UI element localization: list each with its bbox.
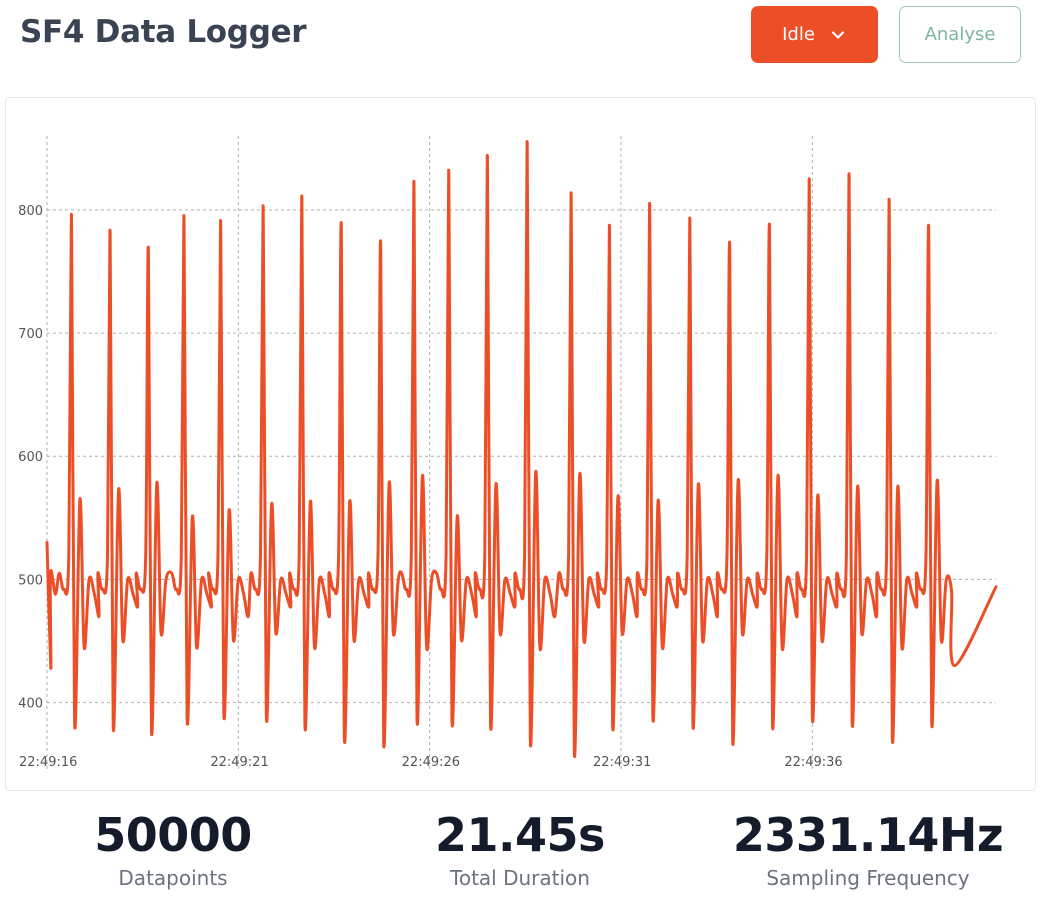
y-tick-label: 400 — [18, 697, 43, 712]
y-tick-label: 600 — [18, 450, 43, 465]
header: SF4 Data Logger Idle Analyse — [0, 0, 1048, 80]
x-tick-label: 22:49:26 — [402, 755, 460, 770]
stat-value: 50000 — [94, 808, 252, 862]
stat-label: Sampling Frequency — [766, 866, 970, 890]
x-tick-label: 22:49:16 — [19, 755, 77, 770]
y-tick-label: 500 — [18, 573, 43, 588]
status-dropdown-button[interactable]: Idle — [751, 6, 878, 63]
chevron-down-icon — [829, 26, 847, 44]
y-tick-label: 800 — [18, 204, 43, 219]
x-tick-label: 22:49:36 — [784, 755, 842, 770]
x-tick-label: 22:49:21 — [210, 755, 268, 770]
stat-sampling-frequency: 2331.14Hz Sampling Frequency — [688, 800, 1048, 890]
stat-value: 21.45s — [435, 808, 605, 862]
stat-label: Total Duration — [450, 866, 590, 890]
chart-card: 400 500 600 700 800 22:49:16 22:49:21 22:49:26 2… — [5, 97, 1036, 791]
y-tick-label: 700 — [18, 327, 43, 342]
stat-value: 2331.14Hz — [732, 808, 1004, 862]
signal-chart: 400 500 600 700 800 22:49:16 22:49:21 22:49:26 2… — [18, 136, 998, 772]
status-label: Idle — [782, 24, 815, 45]
analyse-button[interactable]: Analyse — [899, 6, 1021, 63]
page-title: SF4 Data Logger — [20, 14, 307, 50]
stats-row: 50000 Datapoints 21.45s Total Duration 2… — [0, 800, 1048, 897]
x-tick-label: 22:49:31 — [593, 755, 651, 770]
stat-label: Datapoints — [118, 866, 228, 890]
signal-series-line — [45, 140, 998, 758]
stat-datapoints: 50000 Datapoints — [0, 800, 353, 890]
stat-total-duration: 21.45s Total Duration — [340, 800, 700, 890]
